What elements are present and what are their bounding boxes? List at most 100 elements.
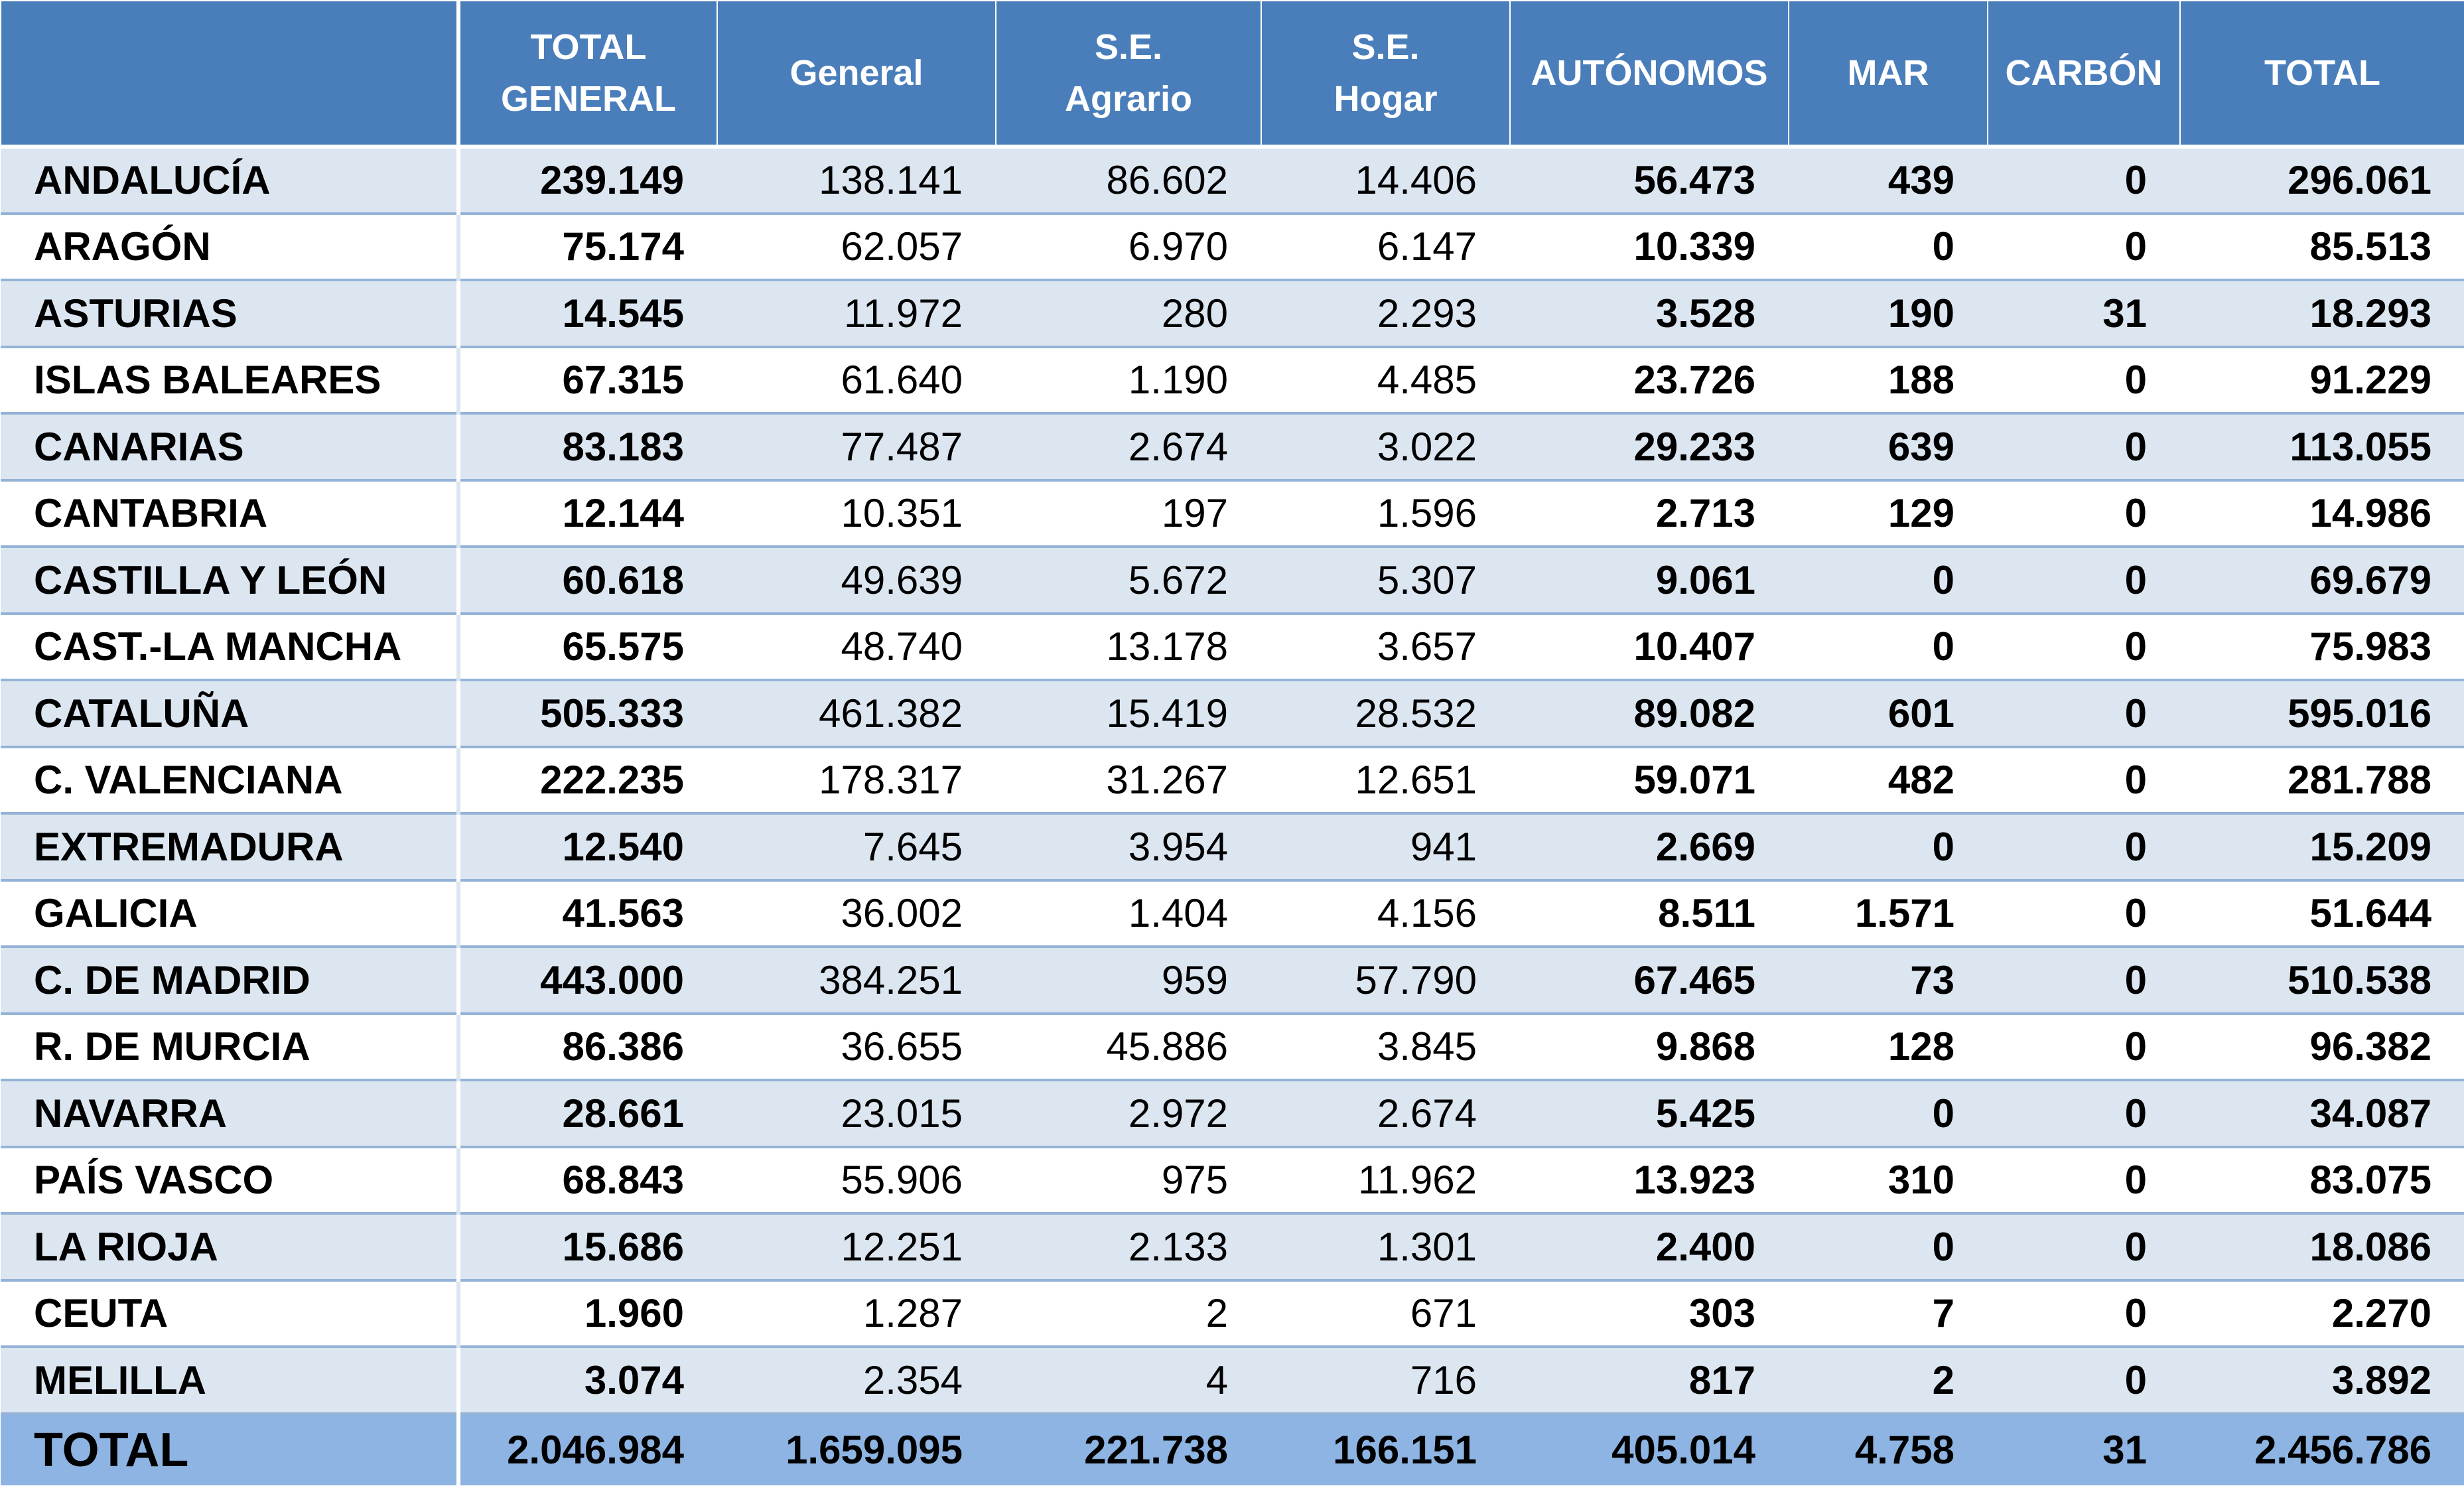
region-name: GALICIA bbox=[1, 878, 460, 947]
cell-general: 461.382 bbox=[717, 679, 996, 747]
cell-se-hogar: 2.293 bbox=[1261, 279, 1510, 347]
header-carbon: CARBÓN bbox=[1987, 0, 2181, 149]
cell-total-general: 75.174 bbox=[458, 212, 717, 280]
table-header: TOTAL GENERAL General S.E. Agrario S.E. Hogar A… bbox=[0, 0, 2464, 149]
region-name: C. VALENCIANA bbox=[1, 745, 460, 813]
cell-total: 69.679 bbox=[2180, 545, 2464, 614]
cell-total-general: 14.545 bbox=[458, 279, 717, 347]
cell-carbon: 0 bbox=[1988, 345, 2180, 413]
cell-total: 281.788 bbox=[2180, 745, 2464, 813]
cell-general: 138.141 bbox=[717, 145, 996, 214]
cell-general: 48.740 bbox=[717, 612, 996, 680]
cell-se-hogar: 11.962 bbox=[1261, 1145, 1510, 1213]
cell-autonomos: 56.473 bbox=[1510, 145, 1789, 214]
cell-total: 15.209 bbox=[2180, 812, 2464, 880]
cell-mar: 190 bbox=[1789, 279, 1988, 347]
cell-mar: 310 bbox=[1789, 1145, 1988, 1213]
cell-mar: 639 bbox=[1789, 412, 1988, 480]
header-label-line: TOTAL bbox=[2264, 53, 2380, 93]
header-total: TOTAL bbox=[2179, 0, 2464, 149]
cell-se-hogar: 1.301 bbox=[1261, 1212, 1510, 1280]
cell-autonomos: 23.726 bbox=[1510, 345, 1789, 413]
cell-mar: 0 bbox=[1789, 545, 1988, 614]
cell-total: 91.229 bbox=[2180, 345, 2464, 413]
cell-total: 83.075 bbox=[2180, 1145, 2464, 1213]
cell-carbon: 0 bbox=[1988, 1012, 2180, 1080]
cell-mar: 188 bbox=[1789, 345, 1988, 413]
cell-se-agrario: 3.954 bbox=[996, 812, 1261, 880]
cell-carbon: 0 bbox=[1988, 612, 2180, 680]
cell-se-agrario: 15.419 bbox=[996, 679, 1261, 747]
region-name: LA RIOJA bbox=[1, 1212, 460, 1280]
total-row: TOTAL 2.046.984 1.659.095 221.738 166.151 40… bbox=[1, 1412, 2464, 1485]
region-name: CANTABRIA bbox=[1, 478, 460, 547]
cell-total-general: 65.575 bbox=[458, 612, 717, 680]
total-mar: 4.758 bbox=[1789, 1412, 1988, 1485]
table-row: CANARIAS 83.183 77.487 2.674 3.022 29.233 639 0… bbox=[1, 412, 2464, 480]
cell-mar: 0 bbox=[1789, 612, 1988, 680]
cell-mar: 0 bbox=[1789, 212, 1988, 280]
cell-general: 36.655 bbox=[717, 1012, 996, 1080]
region-name: ANDALUCÍA bbox=[1, 145, 460, 214]
cell-general: 12.251 bbox=[717, 1212, 996, 1280]
table-row: LA RIOJA 15.686 12.251 2.133 1.301 2.400 0 0 18.… bbox=[1, 1212, 2464, 1280]
region-name: R. DE MURCIA bbox=[1, 1012, 460, 1080]
table-row: ASTURIAS 14.545 11.972 280 2.293 3.528 190 31 18… bbox=[1, 279, 2464, 347]
cell-autonomos: 303 bbox=[1510, 1278, 1789, 1347]
header-label-line: CARBÓN bbox=[2005, 53, 2163, 93]
header-autonomos: AUTÓNOMOS bbox=[1509, 0, 1789, 149]
cell-total: 51.644 bbox=[2180, 878, 2464, 947]
total-total: 2.456.786 bbox=[2180, 1412, 2464, 1485]
header-label-line: TOTAL bbox=[530, 27, 647, 67]
cell-se-agrario: 13.178 bbox=[996, 612, 1261, 680]
header-mar: MAR bbox=[1788, 0, 1988, 149]
cell-autonomos: 10.407 bbox=[1510, 612, 1789, 680]
total-autonomos: 405.014 bbox=[1510, 1412, 1789, 1485]
cell-total: 34.087 bbox=[2180, 1079, 2464, 1147]
region-name: CASTILLA Y LEÓN bbox=[1, 545, 460, 614]
cell-se-agrario: 1.190 bbox=[996, 345, 1261, 413]
cell-se-hogar: 3.022 bbox=[1261, 412, 1510, 480]
cell-total: 18.086 bbox=[2180, 1212, 2464, 1280]
table-row: NAVARRA 28.661 23.015 2.972 2.674 5.425 0 0 34.0… bbox=[1, 1079, 2464, 1147]
cell-se-agrario: 2.133 bbox=[996, 1212, 1261, 1280]
cell-autonomos: 9.868 bbox=[1510, 1012, 1789, 1080]
cell-se-hogar: 57.790 bbox=[1261, 945, 1510, 1014]
cell-mar: 128 bbox=[1789, 1012, 1988, 1080]
cell-se-hogar: 12.651 bbox=[1261, 745, 1510, 813]
cell-general: 62.057 bbox=[717, 212, 996, 280]
cell-mar: 73 bbox=[1789, 945, 1988, 1014]
cell-autonomos: 59.071 bbox=[1510, 745, 1789, 813]
cell-autonomos: 2.713 bbox=[1510, 478, 1789, 547]
header-label-line: GENERAL bbox=[500, 79, 676, 119]
cell-total-general: 83.183 bbox=[458, 412, 717, 480]
cell-carbon: 0 bbox=[1988, 1079, 2180, 1147]
region-name: MELILLA bbox=[1, 1345, 460, 1414]
cell-se-hogar: 4.485 bbox=[1261, 345, 1510, 413]
cell-se-hogar: 716 bbox=[1261, 1345, 1510, 1414]
table-footer: TOTAL 2.046.984 1.659.095 221.738 166.151 40… bbox=[1, 1412, 2464, 1485]
cell-total: 296.061 bbox=[2180, 145, 2464, 214]
cell-mar: 0 bbox=[1789, 812, 1988, 880]
table-row: CATALUÑA 505.333 461.382 15.419 28.532 89.082… bbox=[1, 679, 2464, 747]
cell-se-hogar: 2.674 bbox=[1261, 1079, 1510, 1147]
cell-general: 10.351 bbox=[717, 478, 996, 547]
cell-se-agrario: 86.602 bbox=[996, 145, 1261, 214]
table-row: R. DE MURCIA 86.386 36.655 45.886 3.845 9.868… bbox=[1, 1012, 2464, 1080]
cell-carbon: 0 bbox=[1988, 1345, 2180, 1414]
cell-total-general: 28.661 bbox=[458, 1079, 717, 1147]
cell-general: 11.972 bbox=[717, 279, 996, 347]
cell-total-general: 15.686 bbox=[458, 1212, 717, 1280]
cell-general: 36.002 bbox=[717, 878, 996, 947]
cell-se-hogar: 3.845 bbox=[1261, 1012, 1510, 1080]
cell-se-agrario: 959 bbox=[996, 945, 1261, 1014]
cell-autonomos: 3.528 bbox=[1510, 279, 1789, 347]
cell-se-agrario: 2.674 bbox=[996, 412, 1261, 480]
cell-total: 2.270 bbox=[2180, 1278, 2464, 1347]
region-name: CAST.-LA MANCHA bbox=[1, 612, 460, 680]
cell-total: 96.382 bbox=[2180, 1012, 2464, 1080]
cell-mar: 129 bbox=[1789, 478, 1988, 547]
cell-carbon: 0 bbox=[1988, 1212, 2180, 1280]
cell-total-general: 68.843 bbox=[458, 1145, 717, 1213]
cell-se-hogar: 4.156 bbox=[1261, 878, 1510, 947]
